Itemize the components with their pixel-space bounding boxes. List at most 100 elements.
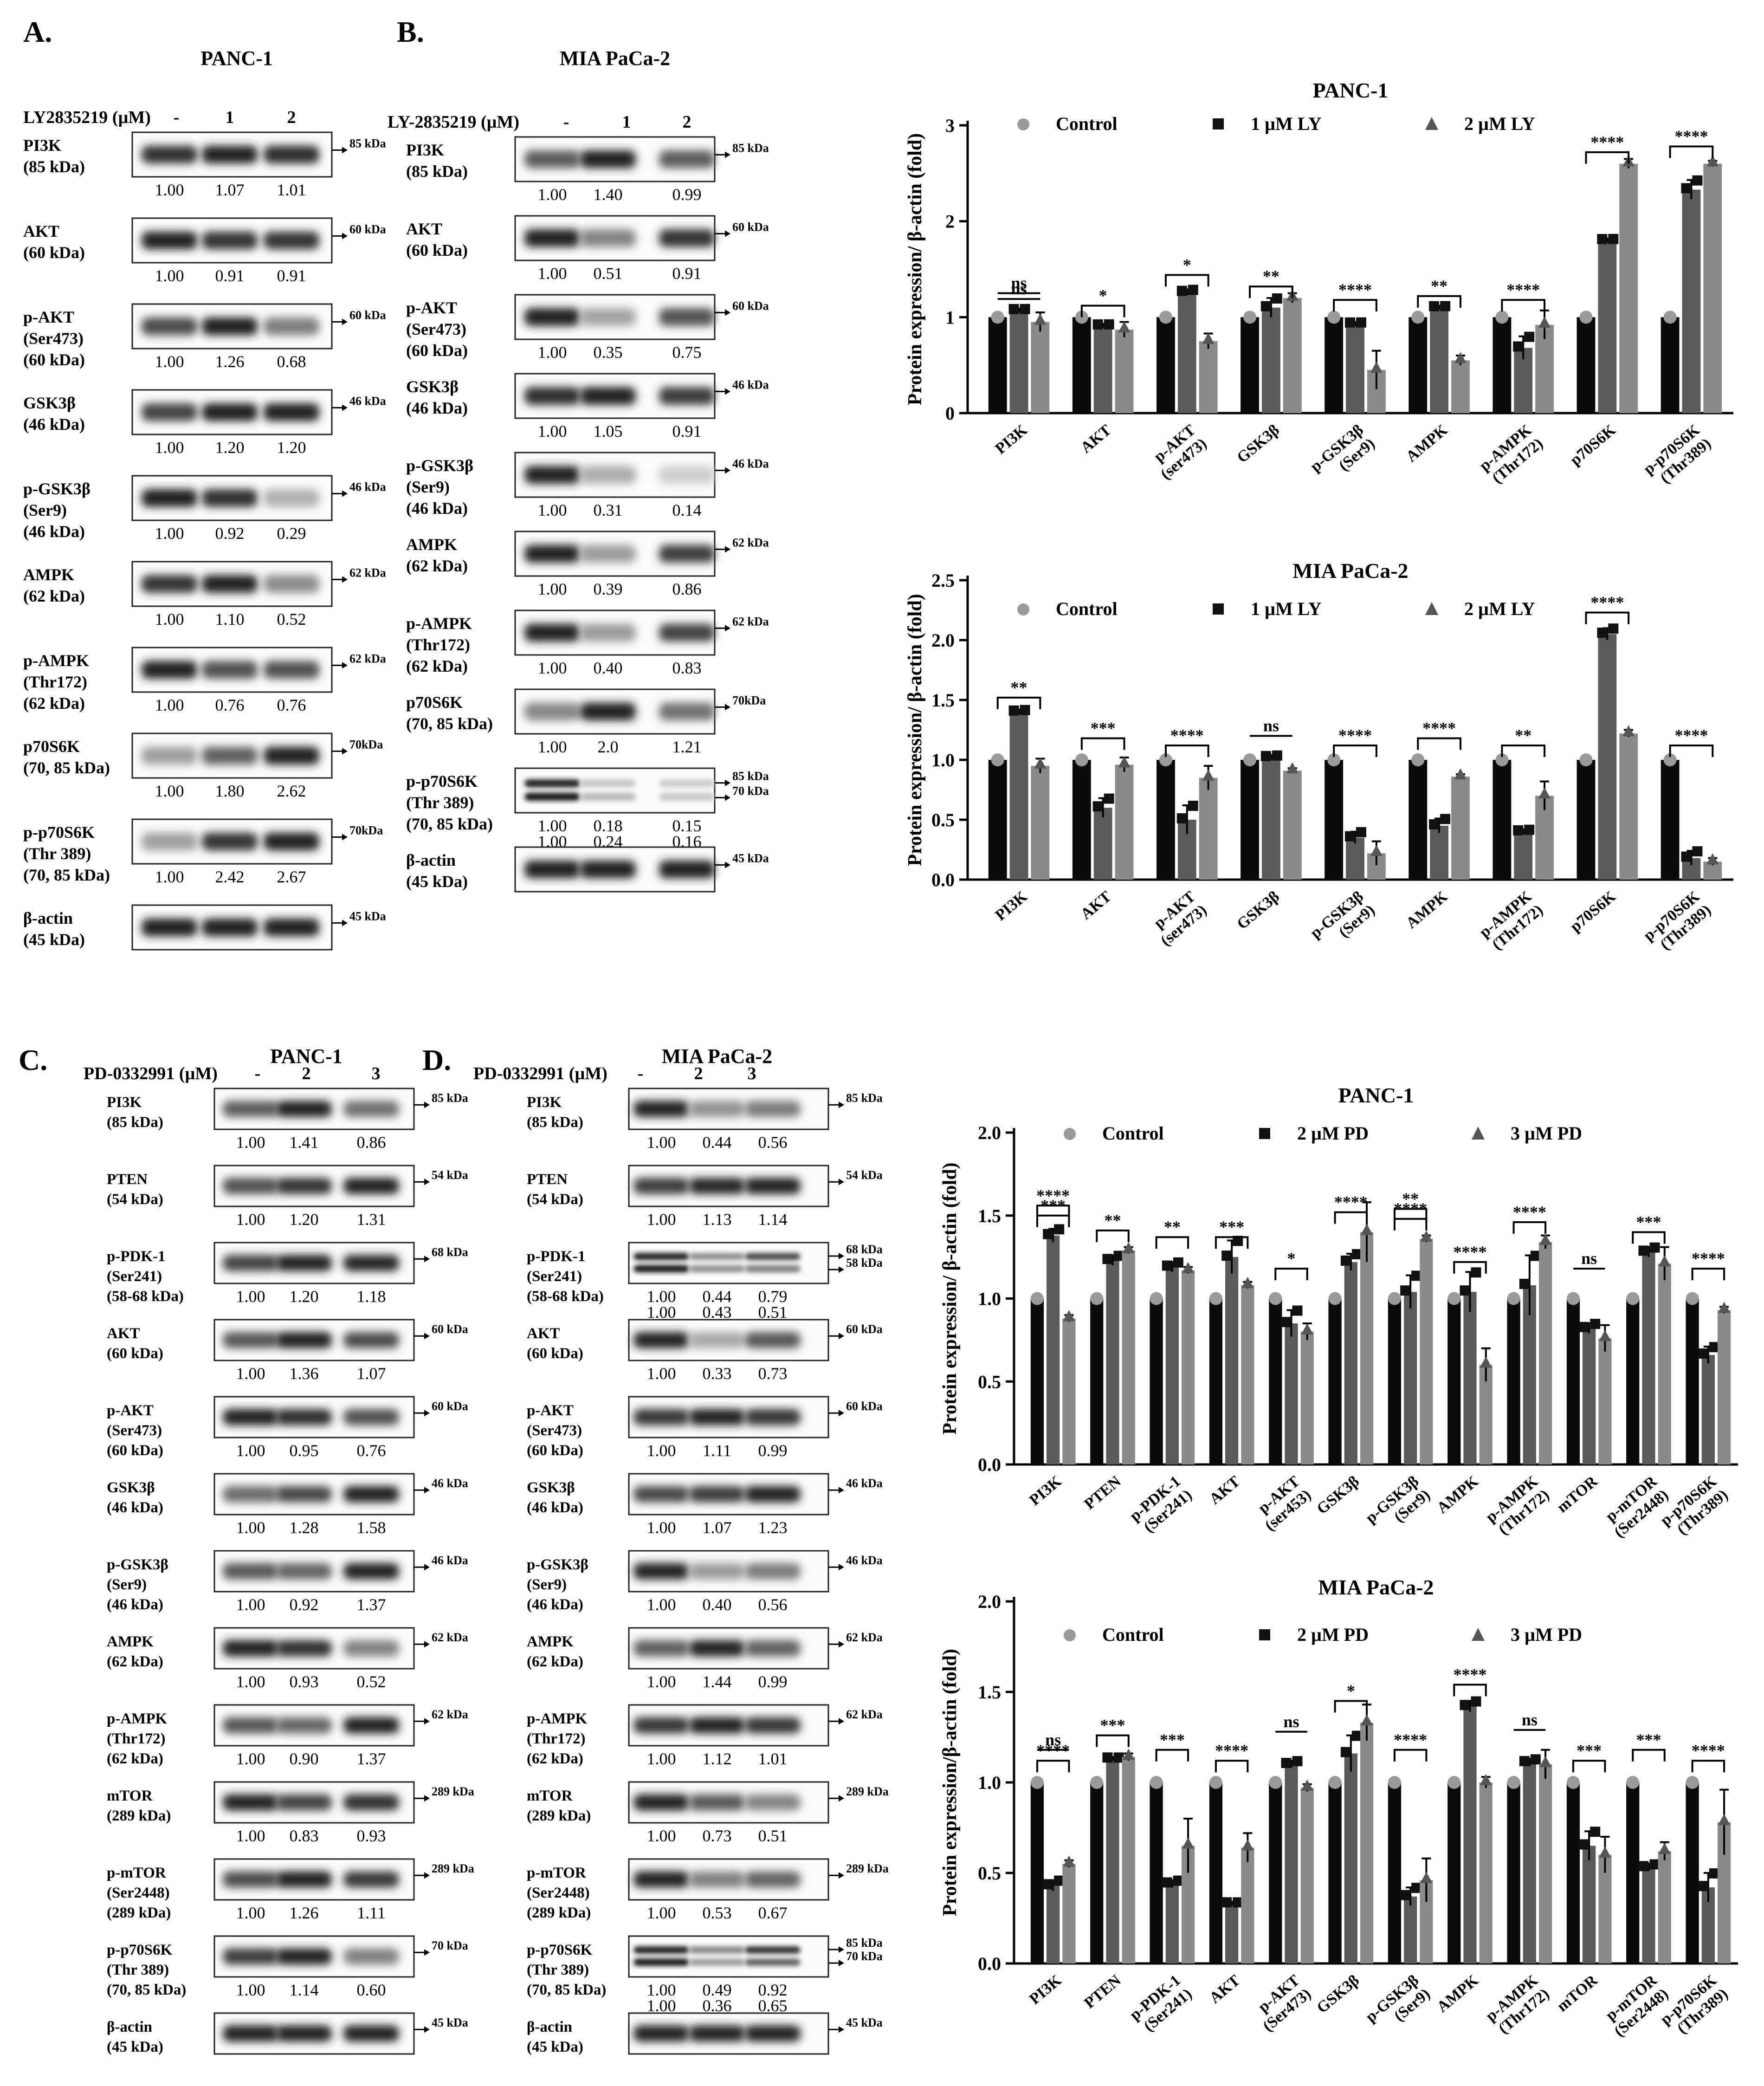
- blot-row: PI3K (85 kDa) 85 kDa 1.00 0.44 0.56: [527, 1088, 883, 1152]
- blot-row: AMPK (62 kDa) 62 kDa 1.00 0.39 0.86: [406, 531, 769, 598]
- blot-frame: [514, 767, 716, 814]
- dose-label: 2: [302, 1064, 311, 1083]
- bar: [1682, 189, 1701, 413]
- density-value: 0.43: [703, 1303, 732, 1322]
- density-value: 1.00: [538, 501, 567, 519]
- sig-label: *: [1347, 1682, 1355, 1700]
- y-tick-label: 2.0: [931, 630, 955, 651]
- protein-sublabel: (Thr172): [23, 673, 87, 691]
- density-value: 0.33: [703, 1364, 732, 1383]
- density-value: 1.41: [290, 1133, 319, 1152]
- blot-row: p-PDK-1 (Ser241) (58-68 kDa) 68 kDa 1.00 1.20…: [107, 1242, 468, 1306]
- sig-bracket: [1249, 285, 1293, 298]
- blot-row: PTEN (54 kDa) 54 kDa 1.00 1.13 1.14: [527, 1165, 883, 1229]
- protein-label: p70S6K: [406, 693, 463, 712]
- legend-label: 1 µM LY: [1251, 113, 1322, 134]
- bar: [1360, 1723, 1374, 1963]
- blot-band: [524, 860, 580, 879]
- marker-label: 68 kDa: [846, 1243, 883, 1256]
- protein-sublabel: (45 kDa): [406, 872, 468, 891]
- blot-row: p-GSK3β (Ser9) (46 kDa) 46 kDa 1.00 0.92 1.37: [107, 1550, 468, 1614]
- bar: [1261, 307, 1280, 413]
- blot-band: [689, 1563, 745, 1580]
- bar: [1463, 1292, 1477, 1464]
- sig-bracket: [1393, 1218, 1428, 1231]
- density-value: 0.93: [290, 1672, 319, 1691]
- blot-row: p-mTOR (Ser2448) (289 kDa) 289 kDa 1.00 0.53 0…: [527, 1858, 889, 1922]
- density-value: 1.00: [236, 1518, 265, 1537]
- sig-label: ****: [1590, 593, 1624, 612]
- bar: [1090, 1298, 1104, 1464]
- bar: [1106, 1260, 1119, 1464]
- data-point: [1281, 1758, 1292, 1768]
- marker-arrow-head: [424, 1872, 430, 1879]
- density-value: 0.67: [758, 1904, 788, 1922]
- bar-chart-1: PANC-1 Protein expression/ β-actin (fold)…: [905, 78, 1733, 487]
- sig-label: *: [1287, 1249, 1296, 1268]
- blot-band: [524, 623, 580, 642]
- marker-label: 289 kDa: [432, 1785, 474, 1798]
- sig-label: **: [1105, 1211, 1121, 1230]
- data-point: [1454, 352, 1467, 363]
- density-value: 1.00: [538, 264, 567, 283]
- marker-arrow-head: [424, 1641, 430, 1648]
- marker-arrow-head: [839, 1795, 844, 1802]
- data-point: [1663, 311, 1677, 324]
- chart-title: MIA PaCa-2: [1292, 559, 1408, 583]
- sig-bracket: [1669, 145, 1714, 158]
- density-value: 1.00: [538, 580, 567, 598]
- blot-band: [202, 489, 258, 507]
- marker-arrow-head: [839, 1946, 844, 1953]
- data-point: [1440, 814, 1451, 824]
- sig-label: **: [1011, 678, 1027, 697]
- bar: [1598, 1338, 1612, 1464]
- marker-label: 70kDa: [349, 823, 383, 837]
- data-point: [1626, 1292, 1640, 1305]
- sig-label: ****: [1036, 1186, 1070, 1205]
- protein-sublabel: (70, 85 kDa): [107, 1982, 186, 1998]
- data-point: [1340, 1255, 1351, 1266]
- y-tick-label: 1.0: [978, 1772, 1001, 1793]
- bar: [1626, 1782, 1640, 1963]
- blot-band: [264, 317, 319, 336]
- data-point: [1150, 1776, 1163, 1789]
- sig-bracket: [1164, 745, 1209, 758]
- protein-sublabel: (Thr 389): [107, 1962, 169, 1978]
- density-value: 0.91: [672, 264, 702, 283]
- density-value: 0.31: [594, 501, 623, 519]
- bar: [1072, 317, 1091, 413]
- data-point: [1075, 753, 1088, 766]
- density-value: 0.35: [594, 343, 623, 362]
- marker-arrow-head: [424, 1410, 430, 1417]
- marker-label: 62 kDa: [432, 1708, 468, 1721]
- legend-label: Control: [1056, 598, 1118, 619]
- data-point: [1608, 233, 1619, 244]
- blot-band: [745, 1958, 801, 1966]
- marker-arrow-head: [725, 625, 730, 632]
- blot-band: [276, 1178, 332, 1194]
- data-point: [1663, 753, 1677, 766]
- protein-sublabel: (46 kDa): [107, 1596, 163, 1613]
- protein-sublabel: (60 kDa): [527, 1442, 583, 1459]
- dose-label: -: [638, 1064, 644, 1083]
- blot-band: [264, 403, 319, 421]
- data-point: [1566, 1776, 1580, 1789]
- protein-label: p-p70S6K: [107, 1942, 173, 1958]
- density-value: 1.14: [758, 1210, 788, 1229]
- sig-bracket: [1585, 611, 1630, 624]
- data-point: [1507, 1292, 1520, 1305]
- blot-band: [142, 661, 197, 679]
- blot-band: [689, 1332, 745, 1348]
- sig-label: *: [1099, 286, 1107, 305]
- marker-arrow-head: [342, 318, 348, 325]
- data-point: [1090, 1292, 1104, 1305]
- sig-label: ns: [1522, 1710, 1538, 1729]
- marker-arrow-head: [839, 1101, 844, 1108]
- blot-band: [659, 623, 715, 642]
- marker-arrow-head: [839, 1253, 844, 1260]
- y-tick-label: 0.0: [978, 1454, 1001, 1475]
- data-point: [1524, 824, 1535, 835]
- protein-label: p-GSK3β: [23, 479, 90, 498]
- density-value: 1.00: [647, 1364, 676, 1383]
- density-value: 0.83: [672, 659, 702, 677]
